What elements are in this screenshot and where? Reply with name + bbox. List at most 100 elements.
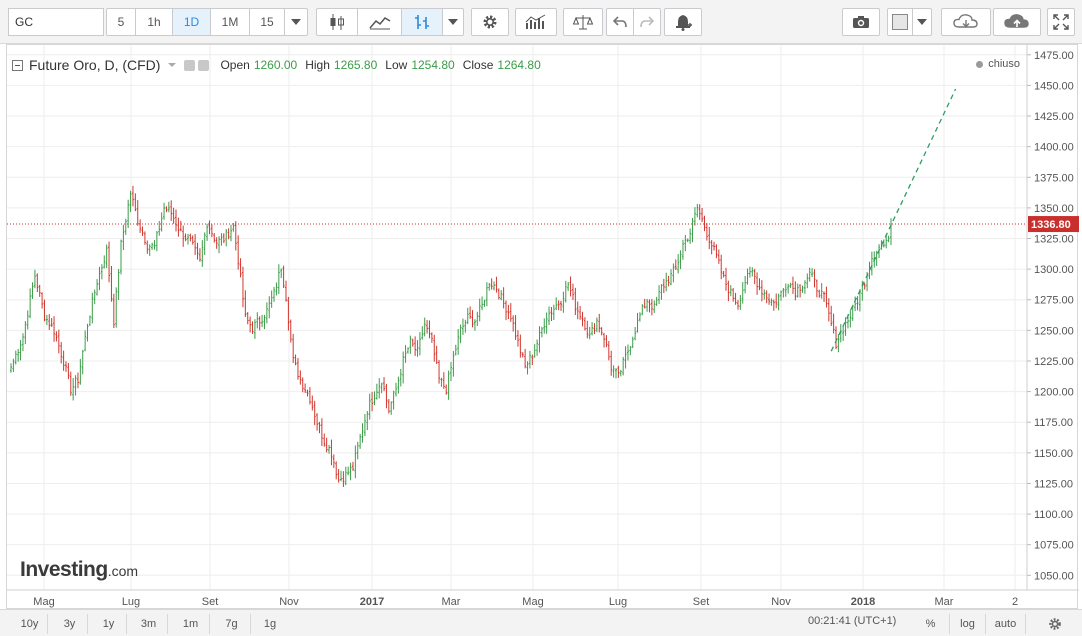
settings-button[interactable] [471,8,509,36]
range-3m-button[interactable]: 3m [130,614,168,634]
interval-dropdown-button[interactable] [284,8,308,36]
ohlc-bar [732,287,735,302]
eye-icon[interactable] [184,59,196,71]
ohlc-bar [708,226,711,250]
compare-button[interactable] [563,8,603,36]
redo-button[interactable] [633,8,661,36]
ohlc-bar [359,433,362,449]
ohlc-bar [665,272,668,292]
time-tick-label: Lug [609,596,627,608]
time-tick-label: Set [693,596,710,608]
chart-style-dropdown-button[interactable] [442,8,464,36]
ohlc-bar [220,233,223,246]
chart-grid [7,45,1027,590]
ohlc-bar [414,336,417,356]
ohlc-bar [273,286,276,302]
alert-icon [676,15,692,31]
scale-settings-button[interactable] [1040,614,1070,634]
ohlc-bar [285,280,287,302]
ohlc-bar [818,289,821,298]
log-scale-button[interactable]: log [950,614,986,634]
alert-button[interactable] [664,8,702,36]
color-swatch-button[interactable] [887,8,913,36]
ohlc-bar [129,190,132,212]
ohlc-bar [404,345,407,363]
investing-logo: Investing .com [20,558,138,582]
chart-legend: Future Oro, D, (CFD) Open 1260.00 High 1… [12,56,541,74]
ohlc-bar [31,282,34,299]
ohlc-bar [409,335,412,354]
interval-1h-button[interactable]: 1h [135,8,173,36]
ohlc-bar [445,384,448,395]
snapshot-button[interactable] [842,8,880,36]
interval-1d-button[interactable]: 1D [172,8,211,36]
ohlc-bar [17,348,20,362]
ohlc-bar [516,330,519,347]
ohlc-bar [41,292,44,309]
time-tick-label: 2017 [360,596,384,608]
ohlc-bar [29,288,32,319]
legend-menu-chevron-icon[interactable] [168,63,177,67]
ohlc-bar [120,239,122,275]
ohlc-bar [677,254,680,274]
ohlc-bar [65,361,67,372]
ohlc-bar [387,399,390,414]
ohlc-bar [328,444,331,454]
undo-button[interactable] [606,8,634,36]
ohlc-bar [122,224,125,251]
ohlc-bar [60,342,63,364]
ohlc-bar [552,304,555,321]
ohlc-bar [469,306,472,319]
time-tick-label: Nov [771,596,791,608]
ohlc-bar [363,413,366,437]
chart-area[interactable]: 1336.80 1050.00 1075.00 1100.00 1125.00 1150… [6,44,1079,610]
legend-title[interactable]: Future Oro, D, (CFD) [29,57,161,73]
interval-1m-button[interactable]: 1M [210,8,250,36]
ohlc-bar [626,344,629,361]
candles-button[interactable] [316,8,358,36]
range-1y-button[interactable]: 1y [91,614,127,634]
ohlc-bar [160,212,163,232]
indicators-button[interactable] [515,8,557,36]
ohlc-bar [693,207,696,226]
ohlc-bar [316,413,319,431]
fullscreen-button[interactable] [1047,8,1075,36]
save-layout-button[interactable] [993,8,1041,36]
ohlc-bar [528,350,531,369]
range-10y-button[interactable]: 10y [12,614,48,634]
interval-15-button[interactable]: 15 [249,8,285,36]
symbol-input[interactable] [8,8,104,36]
bars-style-button[interactable] [401,8,443,36]
undo-icon [613,16,627,28]
ohlc-bar [796,283,799,298]
ohlc-bar [689,228,692,244]
ohlc-bar [667,275,670,287]
range-3y-button[interactable]: 3y [52,614,88,634]
range-7g-button[interactable]: 7g [213,614,251,634]
ohlc-bar [366,410,369,431]
percent-scale-button[interactable]: % [912,614,950,634]
price-chart[interactable]: 1336.80 1050.00 1075.00 1100.00 1125.00 1150… [7,45,1079,610]
ohlc-bar [753,268,756,285]
price-tick-label: 1100.00 [1034,509,1073,521]
ohlc-bar [430,332,433,343]
price-tick-label: 1225.00 [1034,356,1074,368]
ohlc-bar [45,314,48,326]
auto-scale-button[interactable]: auto [986,614,1026,634]
interval-5-button[interactable]: 5 [106,8,136,36]
ohlc-bar [533,344,536,358]
range-1m-button[interactable]: 1m [172,614,210,634]
line-chart-button[interactable] [357,8,402,36]
ohlc-bar [734,292,737,305]
ohlc-bar [615,368,617,379]
load-layout-button[interactable] [941,8,991,36]
ohlc-bar [612,365,615,378]
range-1g-button[interactable]: 1g [263,618,277,630]
gear-icon[interactable] [198,59,210,71]
legend-collapse-icon[interactable] [12,59,23,71]
legend-open-label: Open [220,58,250,72]
color-dropdown-button[interactable] [912,8,932,36]
ohlc-bar [736,299,739,310]
ohlc-bar [332,454,335,468]
ohlc-bar [481,296,484,311]
